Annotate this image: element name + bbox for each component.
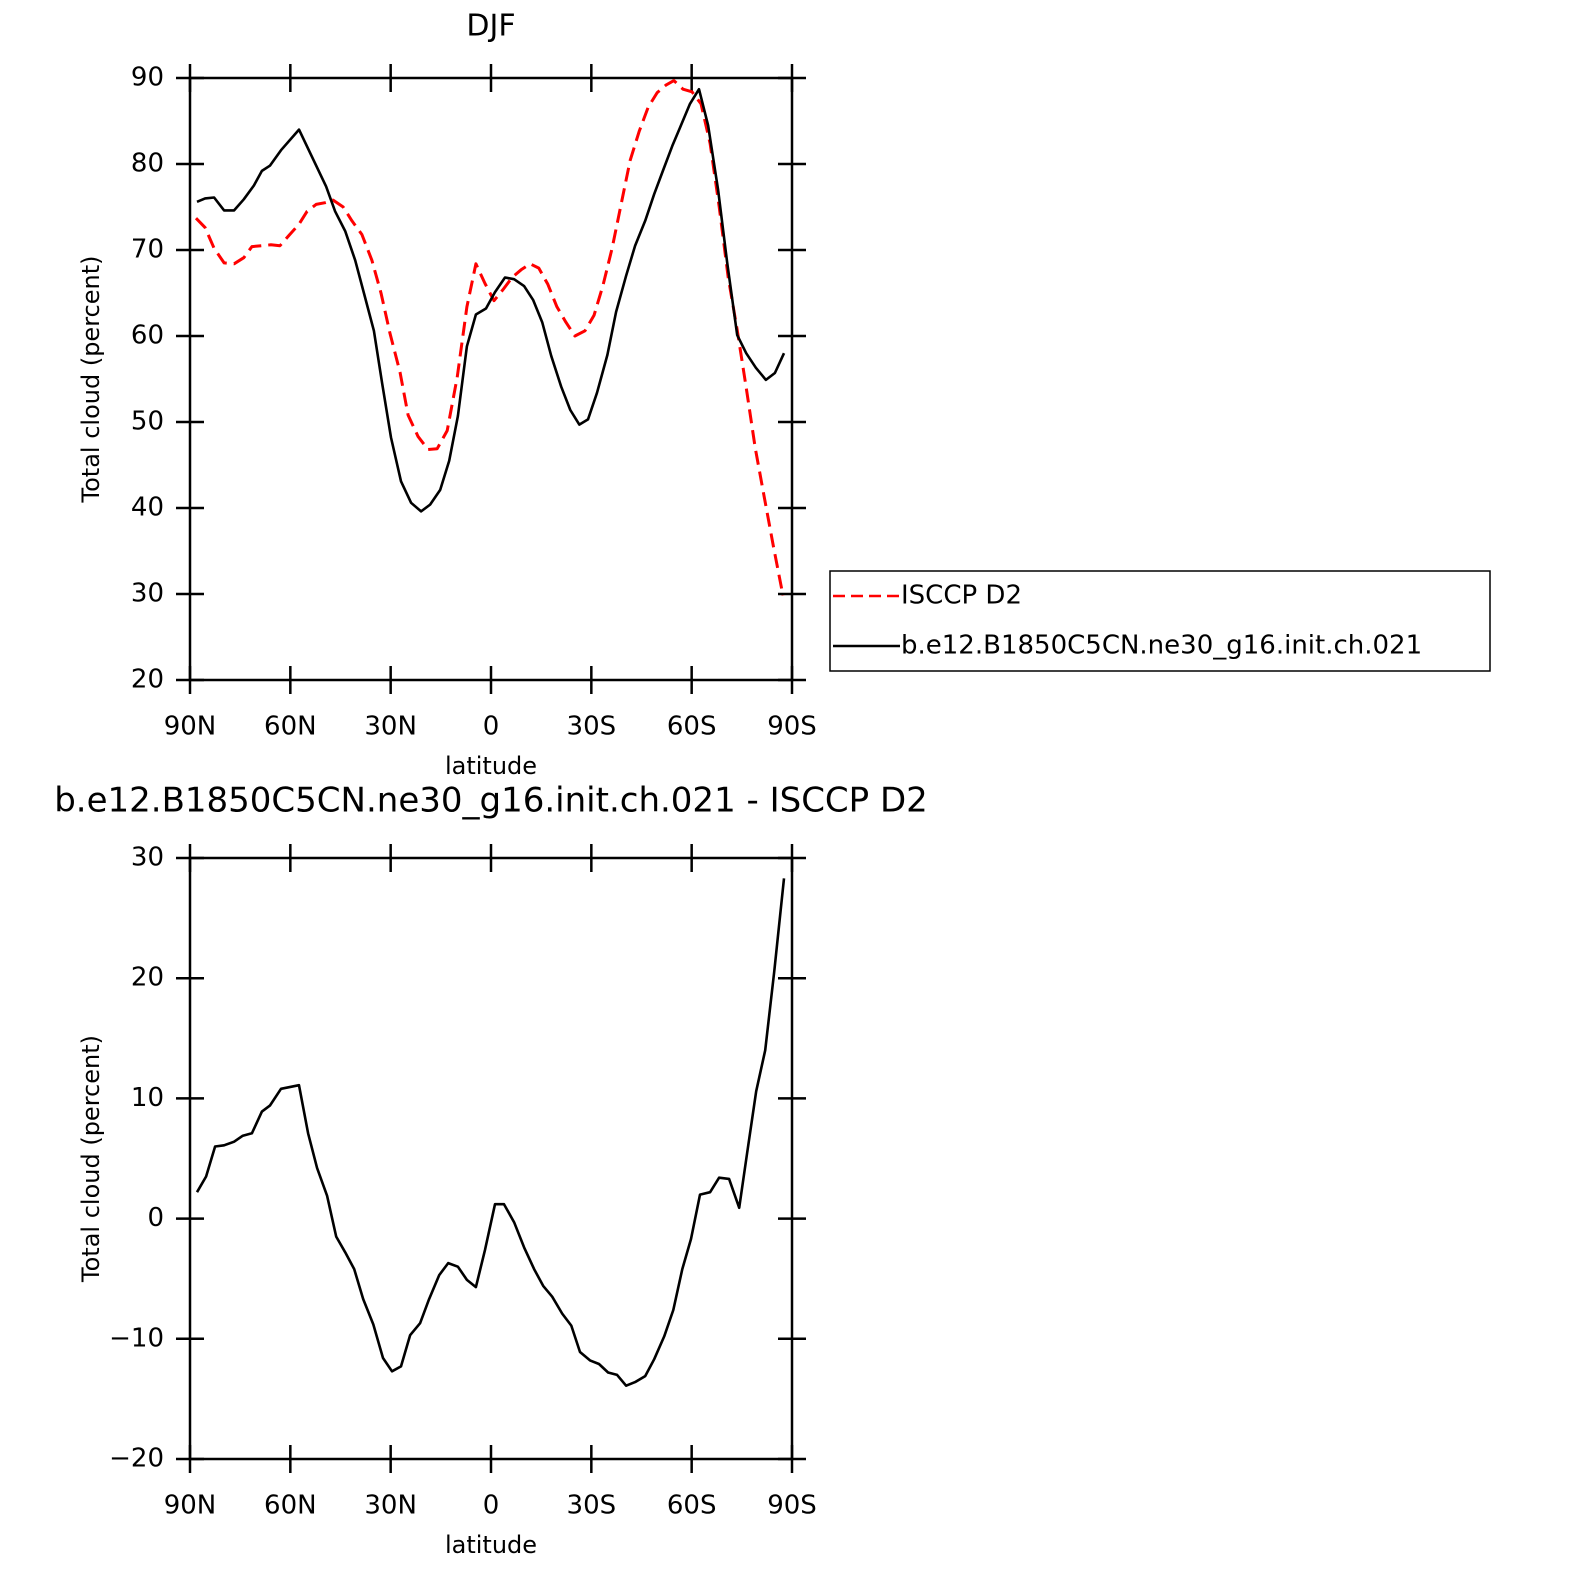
y-tick-label: 60 [131, 321, 164, 351]
x-tick-label: 90S [767, 1491, 817, 1521]
y-tick-label: 30 [131, 843, 164, 873]
y-tick-label: −20 [109, 1444, 164, 1474]
y-tick-label: −10 [109, 1323, 164, 1353]
data-line [195, 878, 786, 1387]
y-tick-label: 30 [131, 579, 164, 609]
y-tick-label: 20 [131, 665, 164, 695]
x-axis-label: latitude [445, 752, 537, 780]
x-tick-label: 90S [767, 712, 817, 742]
y-tick-label: 80 [131, 149, 164, 179]
x-tick-label: 0 [483, 1491, 500, 1521]
x-axis-label: latitude [445, 1531, 537, 1559]
x-tick-label: 60S [667, 1491, 717, 1521]
x-tick-label: 30S [567, 1491, 617, 1521]
y-tick-label: 0 [147, 1203, 164, 1233]
y-tick-label: 50 [131, 407, 164, 437]
legend-box [829, 570, 1491, 672]
x-tick-label: 90N [164, 712, 217, 742]
x-tick-label: 30N [364, 1491, 417, 1521]
y-tick-label: 90 [131, 63, 164, 93]
y-tick-label: 70 [131, 235, 164, 265]
chart-title: DJF [466, 9, 515, 44]
x-tick-label: 0 [483, 712, 500, 742]
y-axis-label: Total cloud (percent) [77, 256, 105, 504]
x-tick-label: 90N [164, 1491, 217, 1521]
plot-frame [188, 76, 794, 682]
x-tick-label: 30S [567, 712, 617, 742]
data-line [196, 87, 786, 513]
chart-title: b.e12.B1850C5CN.ne30_g16.init.ch.021 - I… [54, 781, 928, 821]
data-line [194, 79, 785, 596]
x-tick-label: 60N [264, 712, 317, 742]
x-tick-label: 30N [364, 712, 417, 742]
legend-label: b.e12.B1850C5CN.ne30_g16.init.ch.021 [901, 631, 1422, 661]
x-tick-label: 60S [667, 712, 717, 742]
y-tick-label: 10 [131, 1083, 164, 1113]
y-tick-label: 40 [131, 493, 164, 523]
plot-frame [188, 856, 794, 1461]
y-tick-label: 20 [131, 963, 164, 993]
legend-label: ISCCP D2 [901, 581, 1022, 611]
y-axis-label: Total cloud (percent) [77, 1035, 105, 1283]
x-tick-label: 60N [264, 1491, 317, 1521]
